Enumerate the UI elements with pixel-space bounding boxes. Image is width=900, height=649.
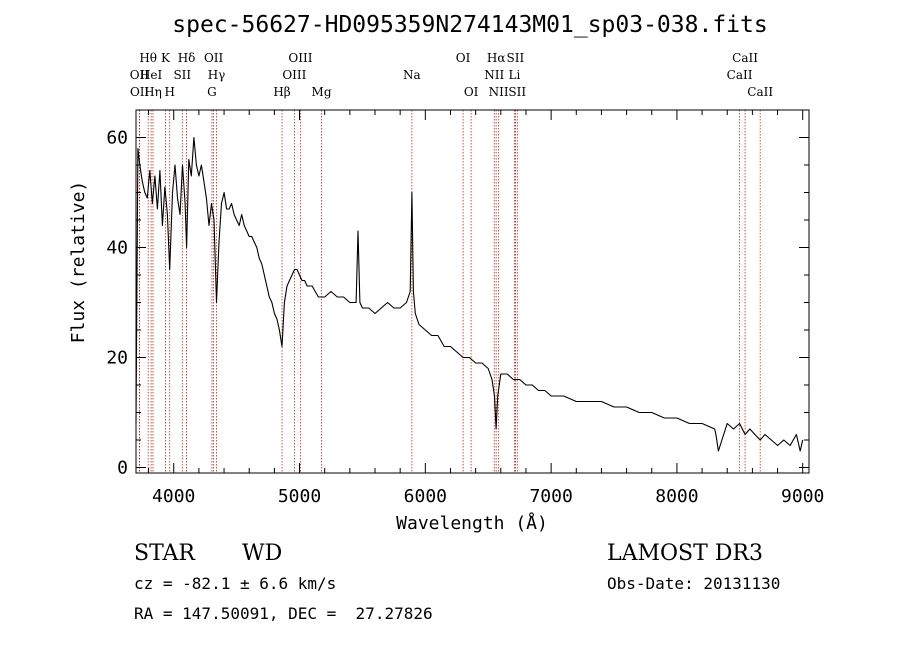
y-axis: 0 20 40 60: [106, 128, 809, 479]
y-tick-label: 20: [106, 348, 128, 369]
y-tick-label: 60: [106, 128, 128, 149]
spectral-line-label: OII: [130, 68, 150, 82]
spectral-line-label: Hβ: [273, 85, 290, 99]
y-tick-label: 40: [106, 238, 128, 259]
spectral-line-markers: [138, 110, 761, 473]
x-tick-label: 4000: [152, 486, 195, 507]
spectral-line-label: OIII: [282, 68, 306, 82]
x-tick-label: 7000: [529, 486, 572, 507]
spectral-line-label: NII: [484, 68, 504, 82]
y-axis-label: Flux (relative): [68, 181, 89, 344]
spectral-line-label: SII: [507, 51, 525, 65]
spectral-line-label: Li: [508, 68, 520, 82]
spectral-line-label: NII: [489, 85, 509, 99]
spectral-line-label: OII: [130, 85, 150, 99]
survey-name: LAMOST DR3: [607, 541, 763, 566]
plot-frame: [135, 109, 810, 474]
spectral-line-label: Mg: [312, 85, 332, 99]
object-class: STAR: [134, 541, 196, 566]
spectral-line-label: G: [207, 85, 217, 99]
object-subclass: WD: [242, 541, 282, 566]
spectral-line-label: Hδ: [178, 51, 196, 65]
y-tick-label: 0: [117, 458, 128, 479]
x-tick-label: 5000: [278, 486, 321, 507]
spectral-line-label: Hα: [487, 51, 506, 65]
spectral-line-label: OI: [464, 85, 479, 99]
spectral-line-label: OIII: [288, 51, 312, 65]
observation-date: Obs-Date: 20131130: [607, 574, 780, 593]
spectrum-series: [135, 136, 804, 452]
x-axis: 4000 5000 6000 7000 8000 9000: [148, 110, 824, 507]
spectral-line-label: OI: [456, 51, 471, 65]
spectral-line-label: Hγ: [208, 68, 226, 82]
spectrum-line: [135, 136, 804, 452]
spectral-line-label: Hθ: [139, 51, 157, 65]
spectral-line-label: OII: [204, 51, 224, 65]
spectral-line-label: H: [164, 85, 174, 99]
coordinates: RA = 147.50091, DEC = 27.27826: [134, 604, 433, 623]
spectral-line-label: HeI: [140, 68, 163, 82]
spectral-line-label: CaII: [732, 51, 758, 65]
x-tick-label: 6000: [404, 486, 447, 507]
chart-title: spec-56627-HD095359N274143M01_sp03-038.f…: [172, 12, 767, 38]
x-tick-label: 9000: [781, 486, 824, 507]
spectral-line-label: CaII: [727, 68, 753, 82]
x-axis-label: Wavelength (Å): [396, 512, 548, 534]
spectral-line-label: SII: [508, 85, 526, 99]
spectral-line-label: CaII: [747, 85, 773, 99]
redshift-value: cz = -82.1 ± 6.6 km/s: [134, 574, 336, 593]
spectral-line-label: SII: [173, 68, 191, 82]
spectral-line-label: Hη: [144, 85, 162, 99]
spectral-line-label: Na: [403, 68, 421, 82]
spectral-line-label: K: [161, 51, 171, 65]
x-tick-label: 8000: [655, 486, 698, 507]
